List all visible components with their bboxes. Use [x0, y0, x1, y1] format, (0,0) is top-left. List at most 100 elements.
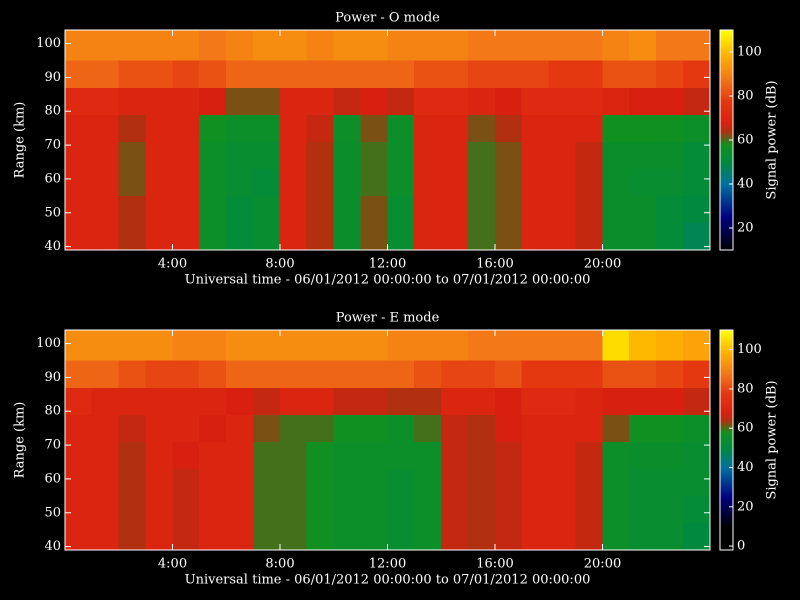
heatmap-cell: [629, 222, 657, 251]
heatmap-cell: [414, 522, 442, 551]
colorbar-band: [719, 221, 734, 225]
colorbar-band: [719, 31, 734, 35]
colorbar-band: [719, 433, 734, 437]
heatmap-cell: [387, 329, 415, 361]
colorbar-band: [719, 443, 734, 447]
heatmap-cell: [548, 522, 576, 551]
colorbar-band: [719, 209, 734, 213]
colorbar-band: [719, 145, 734, 149]
heatmap-cell: [360, 87, 388, 115]
heatmap-cell: [682, 87, 711, 115]
heatmap-cell: [145, 29, 173, 61]
heatmap-cell: [333, 29, 361, 61]
x-tick-label: 8:00: [265, 257, 294, 272]
heatmap-cell: [226, 168, 254, 197]
heatmap-cell: [656, 114, 684, 142]
colorbar-band: [719, 445, 734, 449]
heatmap-cell: [145, 141, 173, 170]
heatmap-cell: [252, 414, 281, 442]
heatmap-cell: [172, 168, 200, 197]
heatmap-cell: [521, 495, 549, 524]
colorbar-label: Signal power (dB): [765, 380, 780, 499]
heatmap-cell: [441, 468, 469, 497]
heatmap-cell: [64, 329, 93, 361]
y-tick-label: 60: [44, 171, 61, 186]
heatmap-cell: [306, 441, 334, 470]
colorbar-band: [719, 179, 734, 183]
heatmap-cell: [199, 468, 227, 497]
heatmap-cell: [387, 168, 415, 197]
heatmap-cell: [414, 141, 442, 170]
colorbar-band: [719, 105, 734, 109]
colorbar-band: [719, 535, 734, 539]
heatmap-cell: [548, 60, 576, 88]
x-tick-label: 12:00: [369, 557, 406, 572]
colorbar-band: [719, 503, 734, 507]
colorbar-band: [719, 455, 734, 459]
heatmap-cell: [360, 114, 388, 142]
heatmap-cell: [656, 441, 684, 470]
colorbar-tick-label: 40: [737, 460, 754, 475]
heatmap-cell: [682, 60, 711, 88]
heatmap-cell: [467, 522, 496, 551]
heatmap-cell: [333, 360, 361, 388]
colorbar-band: [719, 155, 734, 159]
colorbar-band: [719, 159, 734, 163]
x-tick-label: 20:00: [584, 257, 621, 272]
y-tick-label: 40: [44, 239, 61, 254]
heatmap-cell: [91, 468, 119, 497]
heatmap-cell: [602, 87, 630, 115]
heatmap-cell: [629, 360, 657, 388]
colorbar-band: [719, 483, 734, 487]
heatmap-cell: [387, 222, 415, 251]
heatmap-cell: [387, 387, 415, 415]
heatmap-cell: [64, 495, 93, 524]
chart-title: Power - O mode: [335, 11, 440, 26]
heatmap-cell: [682, 387, 711, 415]
colorbar-band: [719, 441, 734, 445]
colorbar-band: [719, 363, 734, 367]
heatmap-cell: [199, 495, 227, 524]
heatmap-cell: [575, 387, 603, 415]
heatmap-cell: [682, 441, 711, 470]
heatmap-cell: [91, 522, 119, 551]
heatmap-cell: [199, 195, 227, 224]
heatmap-cell: [387, 29, 415, 61]
colorbar-band: [719, 45, 734, 49]
heatmap-cell: [199, 60, 227, 88]
heatmap-cell: [494, 329, 523, 361]
heatmap-cell: [682, 414, 711, 442]
colorbar-band: [719, 411, 734, 415]
heatmap-cell: [252, 222, 281, 251]
heatmap-cell: [467, 141, 496, 170]
colorbar-band: [719, 163, 734, 167]
heatmap-cell: [64, 360, 93, 388]
colorbar-band: [719, 143, 734, 147]
heatmap-cell: [252, 114, 281, 142]
colorbar-band: [719, 195, 734, 199]
y-tick-label: 80: [44, 104, 61, 119]
heatmap-cell: [441, 168, 469, 197]
heatmap-cell: [602, 60, 630, 88]
heatmap-cell: [360, 329, 388, 361]
heatmap-cell: [172, 114, 200, 142]
heatmap-cell: [494, 360, 523, 388]
colorbar-band: [719, 123, 734, 127]
colorbar-band: [719, 189, 734, 193]
heatmap-cell: [145, 195, 173, 224]
y-axis-label: Range (km): [13, 102, 28, 179]
heatmap-cell: [656, 60, 684, 88]
heatmap-cell: [199, 141, 227, 170]
colorbar-band: [719, 171, 734, 175]
heatmap-cell: [279, 387, 308, 415]
heatmap-cell: [521, 29, 549, 61]
heatmap-cell: [145, 387, 173, 415]
colorbar-band: [719, 89, 734, 93]
colorbar-band: [719, 211, 734, 215]
heatmap-cell: [199, 29, 227, 61]
heatmap-cell: [118, 60, 146, 88]
y-tick-label: 90: [44, 370, 61, 385]
heatmap-cell: [494, 414, 523, 442]
colorbar-band: [719, 515, 734, 519]
heatmap-cell: [656, 87, 684, 115]
